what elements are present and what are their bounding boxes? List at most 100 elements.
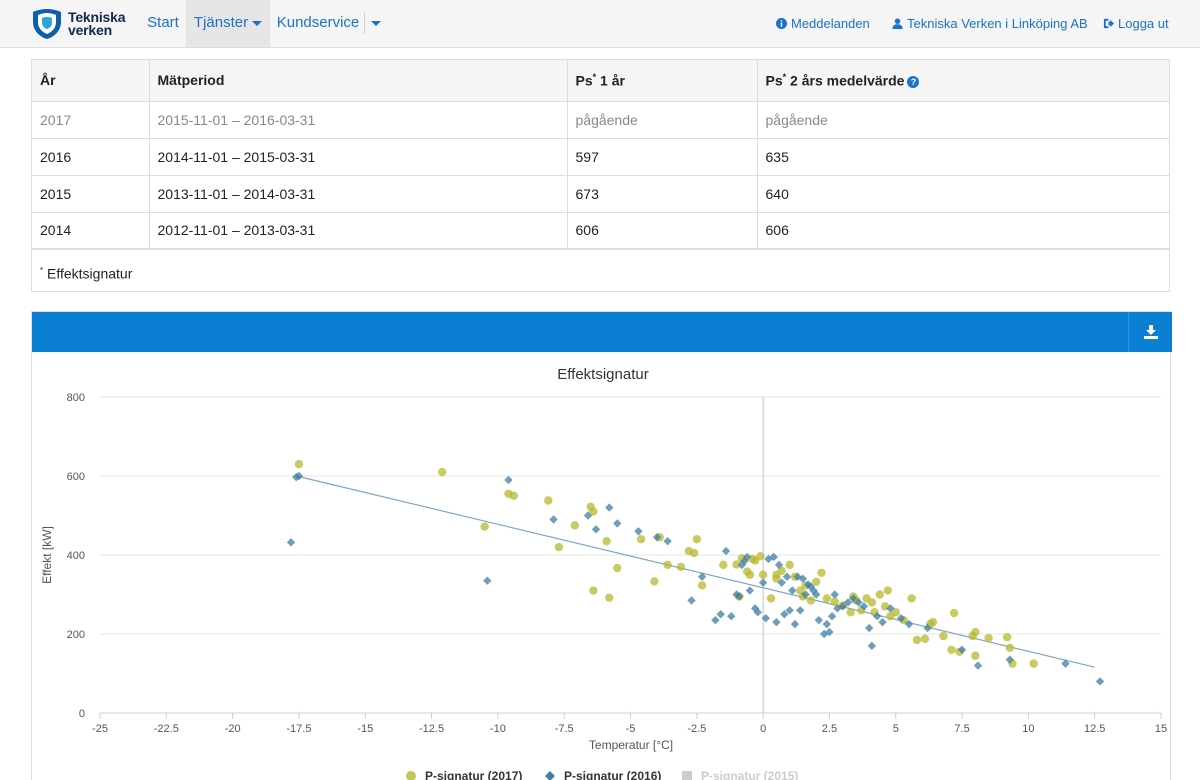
data-point-2016 xyxy=(1005,655,1015,664)
chart-panel: 0 200 400 600 800 -25 -22.5 -20 -17.5 -15 -12.5 -10… xyxy=(31,311,1172,780)
data-point-2017 xyxy=(602,536,611,546)
x-tick-label: -20 xyxy=(225,723,241,735)
data-point-2017 xyxy=(883,586,892,595)
cell-ps-2yr: pågående xyxy=(757,101,1169,139)
data-point-2016 xyxy=(758,578,768,587)
data-point-2016 xyxy=(896,614,906,623)
legend-label[interactable]: P-signatur (2016) xyxy=(564,769,661,780)
chevron-down-icon xyxy=(370,20,381,26)
x-tick-label: -25 xyxy=(92,723,108,735)
data-point-2016 xyxy=(827,612,837,621)
data-point-2016 xyxy=(663,536,672,546)
data-point-2017 xyxy=(613,563,622,573)
header-2yr-label: 2 års medelvärde xyxy=(790,72,905,89)
asterisk-sup: * xyxy=(592,71,597,82)
x-tick-label: -7.5 xyxy=(555,723,574,735)
cell-ps-2yr: 640 xyxy=(757,175,1169,213)
data-point-2016 xyxy=(634,527,643,536)
cell-ps-2yr: 635 xyxy=(757,138,1169,176)
x-tick-label: -2.5 xyxy=(687,723,706,735)
chart-y-axis-label: Effekt [kW] xyxy=(40,526,54,584)
data-point-2017 xyxy=(719,560,728,570)
chart-x-axis-label: Temperatur [°C] xyxy=(589,738,673,752)
cell-year: 2014 xyxy=(32,212,150,250)
data-point-2016 xyxy=(711,615,720,625)
header-period: Mätperiod xyxy=(149,60,568,102)
cell-ps-2yr: 606 xyxy=(757,212,1169,250)
cell-period: 2012-11-01 – 2013-03-31 xyxy=(149,212,568,250)
nav-account[interactable]: Tekniska Verken i Linköping AB xyxy=(892,0,1088,47)
info-circle-icon xyxy=(776,18,787,29)
data-point-2016 xyxy=(294,471,304,481)
cell-ps-1yr: pågående xyxy=(567,101,758,139)
brand-logo[interactable]: Tekniska verken xyxy=(30,7,130,41)
data-point-2016 xyxy=(886,604,895,613)
data-point-2017 xyxy=(544,496,553,505)
data-point-2016 xyxy=(801,590,810,599)
data-point-2016 xyxy=(809,586,818,595)
brand-name: Tekniska verken xyxy=(68,10,125,38)
data-point-2016 xyxy=(605,503,614,512)
data-point-2017 xyxy=(589,586,598,595)
cell-period: 2013-11-01 – 2014-03-31 xyxy=(149,175,568,213)
data-point-2017 xyxy=(766,594,776,603)
table-header-row: År Mätperiod Ps* 1 år Ps* 2 års medelvär… xyxy=(32,60,1169,102)
nav-messages[interactable]: Meddelanden xyxy=(776,0,870,47)
cell-ps-1yr: 673 xyxy=(567,175,758,213)
header-ps-2yr-avg: Ps* 2 års medelvärde? xyxy=(757,60,1169,102)
data-point-2017 xyxy=(697,581,707,590)
data-point-2016 xyxy=(764,554,773,564)
header-ps-label: Ps xyxy=(765,72,783,89)
data-point-2017 xyxy=(480,522,489,531)
legend-label[interactable]: P-signatur (2017) xyxy=(425,769,522,780)
sign-out-icon xyxy=(1103,18,1114,29)
nav-kundservice[interactable]: Kundservice xyxy=(272,0,364,47)
data-point-2016 xyxy=(780,610,789,619)
nav-logout[interactable]: Logga ut xyxy=(1103,0,1169,47)
data-point-2017 xyxy=(971,651,980,660)
data-point-2016 xyxy=(796,606,805,615)
data-point-2017 xyxy=(732,560,741,569)
data-point-2016 xyxy=(583,511,593,520)
x-tick-label: -5 xyxy=(626,723,636,735)
table-row: 2017 2015-11-01 – 2016-03-31 pågående på… xyxy=(32,101,1169,139)
question-circle-icon[interactable]: ? xyxy=(907,75,920,88)
table-row: 2014 2012-11-01 – 2013-03-31 606 606 xyxy=(32,212,1169,250)
data-point-2016 xyxy=(745,586,755,595)
data-point-2016 xyxy=(814,615,824,625)
footnote-text: Effektsignatur xyxy=(47,265,133,282)
data-point-2016 xyxy=(854,598,863,607)
brand-line-2: verken xyxy=(68,22,112,38)
data-point-2017 xyxy=(676,562,686,572)
download-chart-button[interactable] xyxy=(1128,312,1172,352)
chart-trendline-group xyxy=(296,475,1095,668)
data-point-2016 xyxy=(483,576,492,585)
legend-marker-2016 xyxy=(545,771,555,780)
nav-tjanster-dropdown[interactable]: Tjänster xyxy=(186,0,270,47)
top-navbar: Tekniska verken Start Tjänster Kundservi… xyxy=(0,0,1200,48)
table-footnote: * Effektsignatur xyxy=(32,250,1169,291)
data-point-2017 xyxy=(817,568,826,577)
data-point-2016 xyxy=(867,641,877,651)
y-tick-label: 800 xyxy=(67,392,85,404)
legend-label[interactable]: P-signatur (2015) xyxy=(701,769,798,780)
data-point-2017 xyxy=(509,491,518,500)
y-tick-label: 600 xyxy=(67,471,85,483)
x-tick-label: 5 xyxy=(893,723,899,735)
data-point-2016 xyxy=(923,623,932,633)
data-point-2016 xyxy=(761,614,770,623)
data-point-2017 xyxy=(758,570,768,579)
x-tick-label: -12.5 xyxy=(419,723,444,735)
chart-grid xyxy=(100,396,1161,635)
nav-start[interactable]: Start xyxy=(140,0,186,47)
table-row: 2016 2014-11-01 – 2015-03-31 597 635 xyxy=(32,138,1169,176)
nav-kundservice-dropdown-toggle[interactable] xyxy=(364,12,386,34)
chart-axes: 0 200 400 600 800 -25 -22.5 -20 -17.5 -15 -12.5 -10… xyxy=(67,392,1167,735)
data-point-2016 xyxy=(822,619,831,629)
chart-points xyxy=(286,459,1105,686)
data-point-2017 xyxy=(692,535,702,544)
data-point-2017 xyxy=(891,608,900,617)
data-point-2017 xyxy=(928,617,938,627)
data-point-2017 xyxy=(437,467,447,477)
nav-kundservice-label: Kundservice xyxy=(276,14,360,31)
